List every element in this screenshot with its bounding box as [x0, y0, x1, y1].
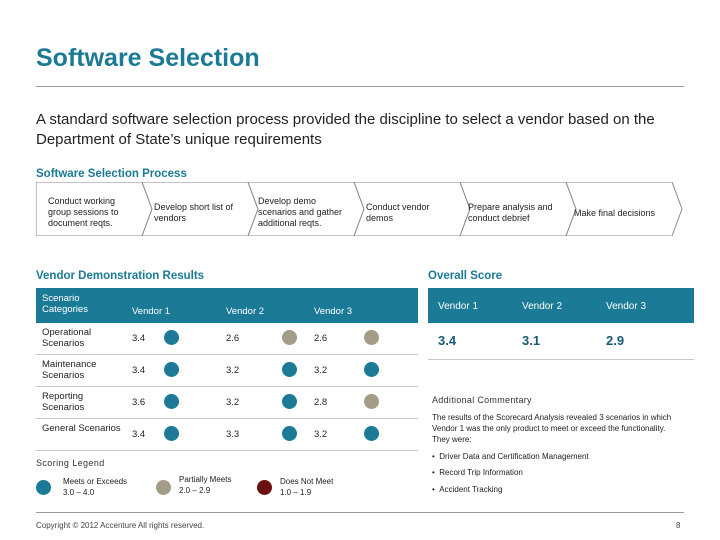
rating-dot-vendor-1 — [164, 426, 179, 441]
commentary-bullet: • Driver Data and Certification Manageme… — [432, 452, 589, 461]
commentary-heading: Additional Commentary — [432, 395, 532, 405]
rating-dot-vendor-2 — [282, 394, 297, 409]
legend-label-not-met: Does Not Meet 1.0 – 1.9 — [280, 477, 334, 497]
legend-label-exceeds: Meets or Exceeds 3.0 – 4.0 — [63, 477, 128, 497]
row-score-vendor-1: 3.4 — [132, 333, 146, 344]
page-title: Software Selection — [36, 44, 260, 72]
title-divider — [36, 86, 684, 87]
rating-dot-vendor-1 — [164, 330, 179, 345]
row-category: General Scenarios — [42, 423, 121, 434]
process-step-shape — [247, 182, 365, 236]
process-step-4: Conduct vendor demos — [366, 202, 430, 223]
row-score-vendor-2: 3.2 — [226, 365, 240, 376]
process-step-shape — [565, 182, 683, 236]
commentary-bullet: • Record Trip Information — [432, 468, 523, 477]
page-subtitle: A standard software selection process pr… — [36, 111, 655, 148]
overall-score-heading: Overall Score — [428, 270, 503, 282]
rating-dot-vendor-1 — [164, 394, 179, 409]
process-flow: Conduct working group sessions to docume… — [36, 182, 684, 236]
rating-dot-vendor-3 — [364, 362, 379, 377]
row-score-vendor-2: 3.3 — [226, 429, 240, 440]
process-step-1: Conduct working group sessions to docume… — [48, 196, 119, 228]
row-score-vendor-3: 3.2 — [314, 429, 328, 440]
rating-dot-vendor-3 — [364, 330, 379, 345]
rating-dot-vendor-3 — [364, 394, 379, 409]
overall-col-vendor-3: Vendor 3 — [606, 301, 647, 312]
col-header-vendor-2: Vendor 2 — [226, 306, 265, 317]
row-score-vendor-3: 2.8 — [314, 397, 328, 408]
commentary-bullet: • Accident Tracking — [432, 485, 503, 494]
legend-dot-partial — [156, 480, 171, 495]
col-header-vendor-3: Vendor 3 — [314, 306, 353, 317]
rating-dot-vendor-3 — [364, 426, 379, 441]
rating-dot-vendor-2 — [282, 330, 297, 345]
col-header-vendor-1: Vendor 1 — [132, 306, 171, 317]
process-chevrons — [36, 182, 683, 236]
table-row: General Scenarios 3.4 3.3 3.2 — [36, 419, 418, 451]
overall-col-vendor-2: Vendor 2 — [522, 301, 563, 312]
row-score-vendor-3: 3.2 — [314, 365, 328, 376]
rating-dot-vendor-2 — [282, 362, 297, 377]
col-header-scenario: Scenario Categories — [42, 293, 88, 315]
row-score-vendor-2: 3.2 — [226, 397, 240, 408]
row-score-vendor-1: 3.6 — [132, 397, 146, 408]
vendor-demo-heading: Vendor Demonstration Results — [36, 270, 205, 282]
table-row: Reporting Scenarios 3.6 3.2 2.8 — [36, 387, 418, 419]
row-category: Maintenance Scenarios — [42, 359, 97, 381]
copyright: Copyright © 2012 Accenture All rights re… — [36, 521, 205, 530]
table-row: Operational Scenarios 3.4 2.6 2.6 — [36, 323, 418, 355]
footer-divider — [36, 512, 684, 513]
row-score-vendor-1: 3.4 — [132, 429, 146, 440]
process-step-5: Prepare analysis and conduct debrief — [468, 202, 553, 223]
legend-dot-exceeds — [36, 480, 51, 495]
row-category: Operational Scenarios — [42, 327, 92, 349]
rating-dot-vendor-2 — [282, 426, 297, 441]
rating-dot-vendor-1 — [164, 362, 179, 377]
vendor-results-table: Scenario Categories Vendor 1 Vendor 2 Ve… — [36, 288, 418, 451]
table-row: Maintenance Scenarios 3.4 3.2 3.2 — [36, 355, 418, 387]
table-header: Scenario Categories Vendor 1 Vendor 2 Ve… — [36, 288, 418, 323]
legend-dot-not-met — [257, 480, 272, 495]
page-number: 8 — [676, 521, 681, 530]
process-step-shape — [459, 182, 577, 236]
row-score-vendor-3: 2.6 — [314, 333, 328, 344]
row-category: Reporting Scenarios — [42, 391, 85, 413]
overall-value-vendor-2: 3.1 — [522, 333, 541, 348]
overall-score-table: Vendor 1 Vendor 2 Vendor 3 3.4 3.1 2.9 — [428, 288, 694, 360]
commentary-body: The results of the Scorecard Analysis re… — [432, 413, 672, 444]
process-step-3: Develop demo scenarios and gather additi… — [258, 196, 343, 228]
overall-value-vendor-1: 3.4 — [438, 333, 457, 348]
legend-heading: Scoring Legend — [36, 458, 105, 468]
overall-col-vendor-1: Vendor 1 — [438, 301, 479, 312]
row-score-vendor-2: 2.6 — [226, 333, 240, 344]
process-heading: Software Selection Process — [36, 168, 187, 180]
process-step-shape — [353, 182, 471, 236]
overall-header: Vendor 1 Vendor 2 Vendor 3 — [428, 288, 694, 323]
legend-label-partial: Partially Meets 2.0 – 2.9 — [179, 475, 232, 495]
overall-values-row: 3.4 3.1 2.9 — [428, 323, 694, 360]
process-step-shape — [141, 182, 259, 236]
process-step-2: Develop short list of vendors — [154, 202, 234, 223]
overall-value-vendor-3: 2.9 — [606, 333, 625, 348]
process-step-6: Make final decisions — [574, 208, 656, 218]
row-score-vendor-1: 3.4 — [132, 365, 146, 376]
